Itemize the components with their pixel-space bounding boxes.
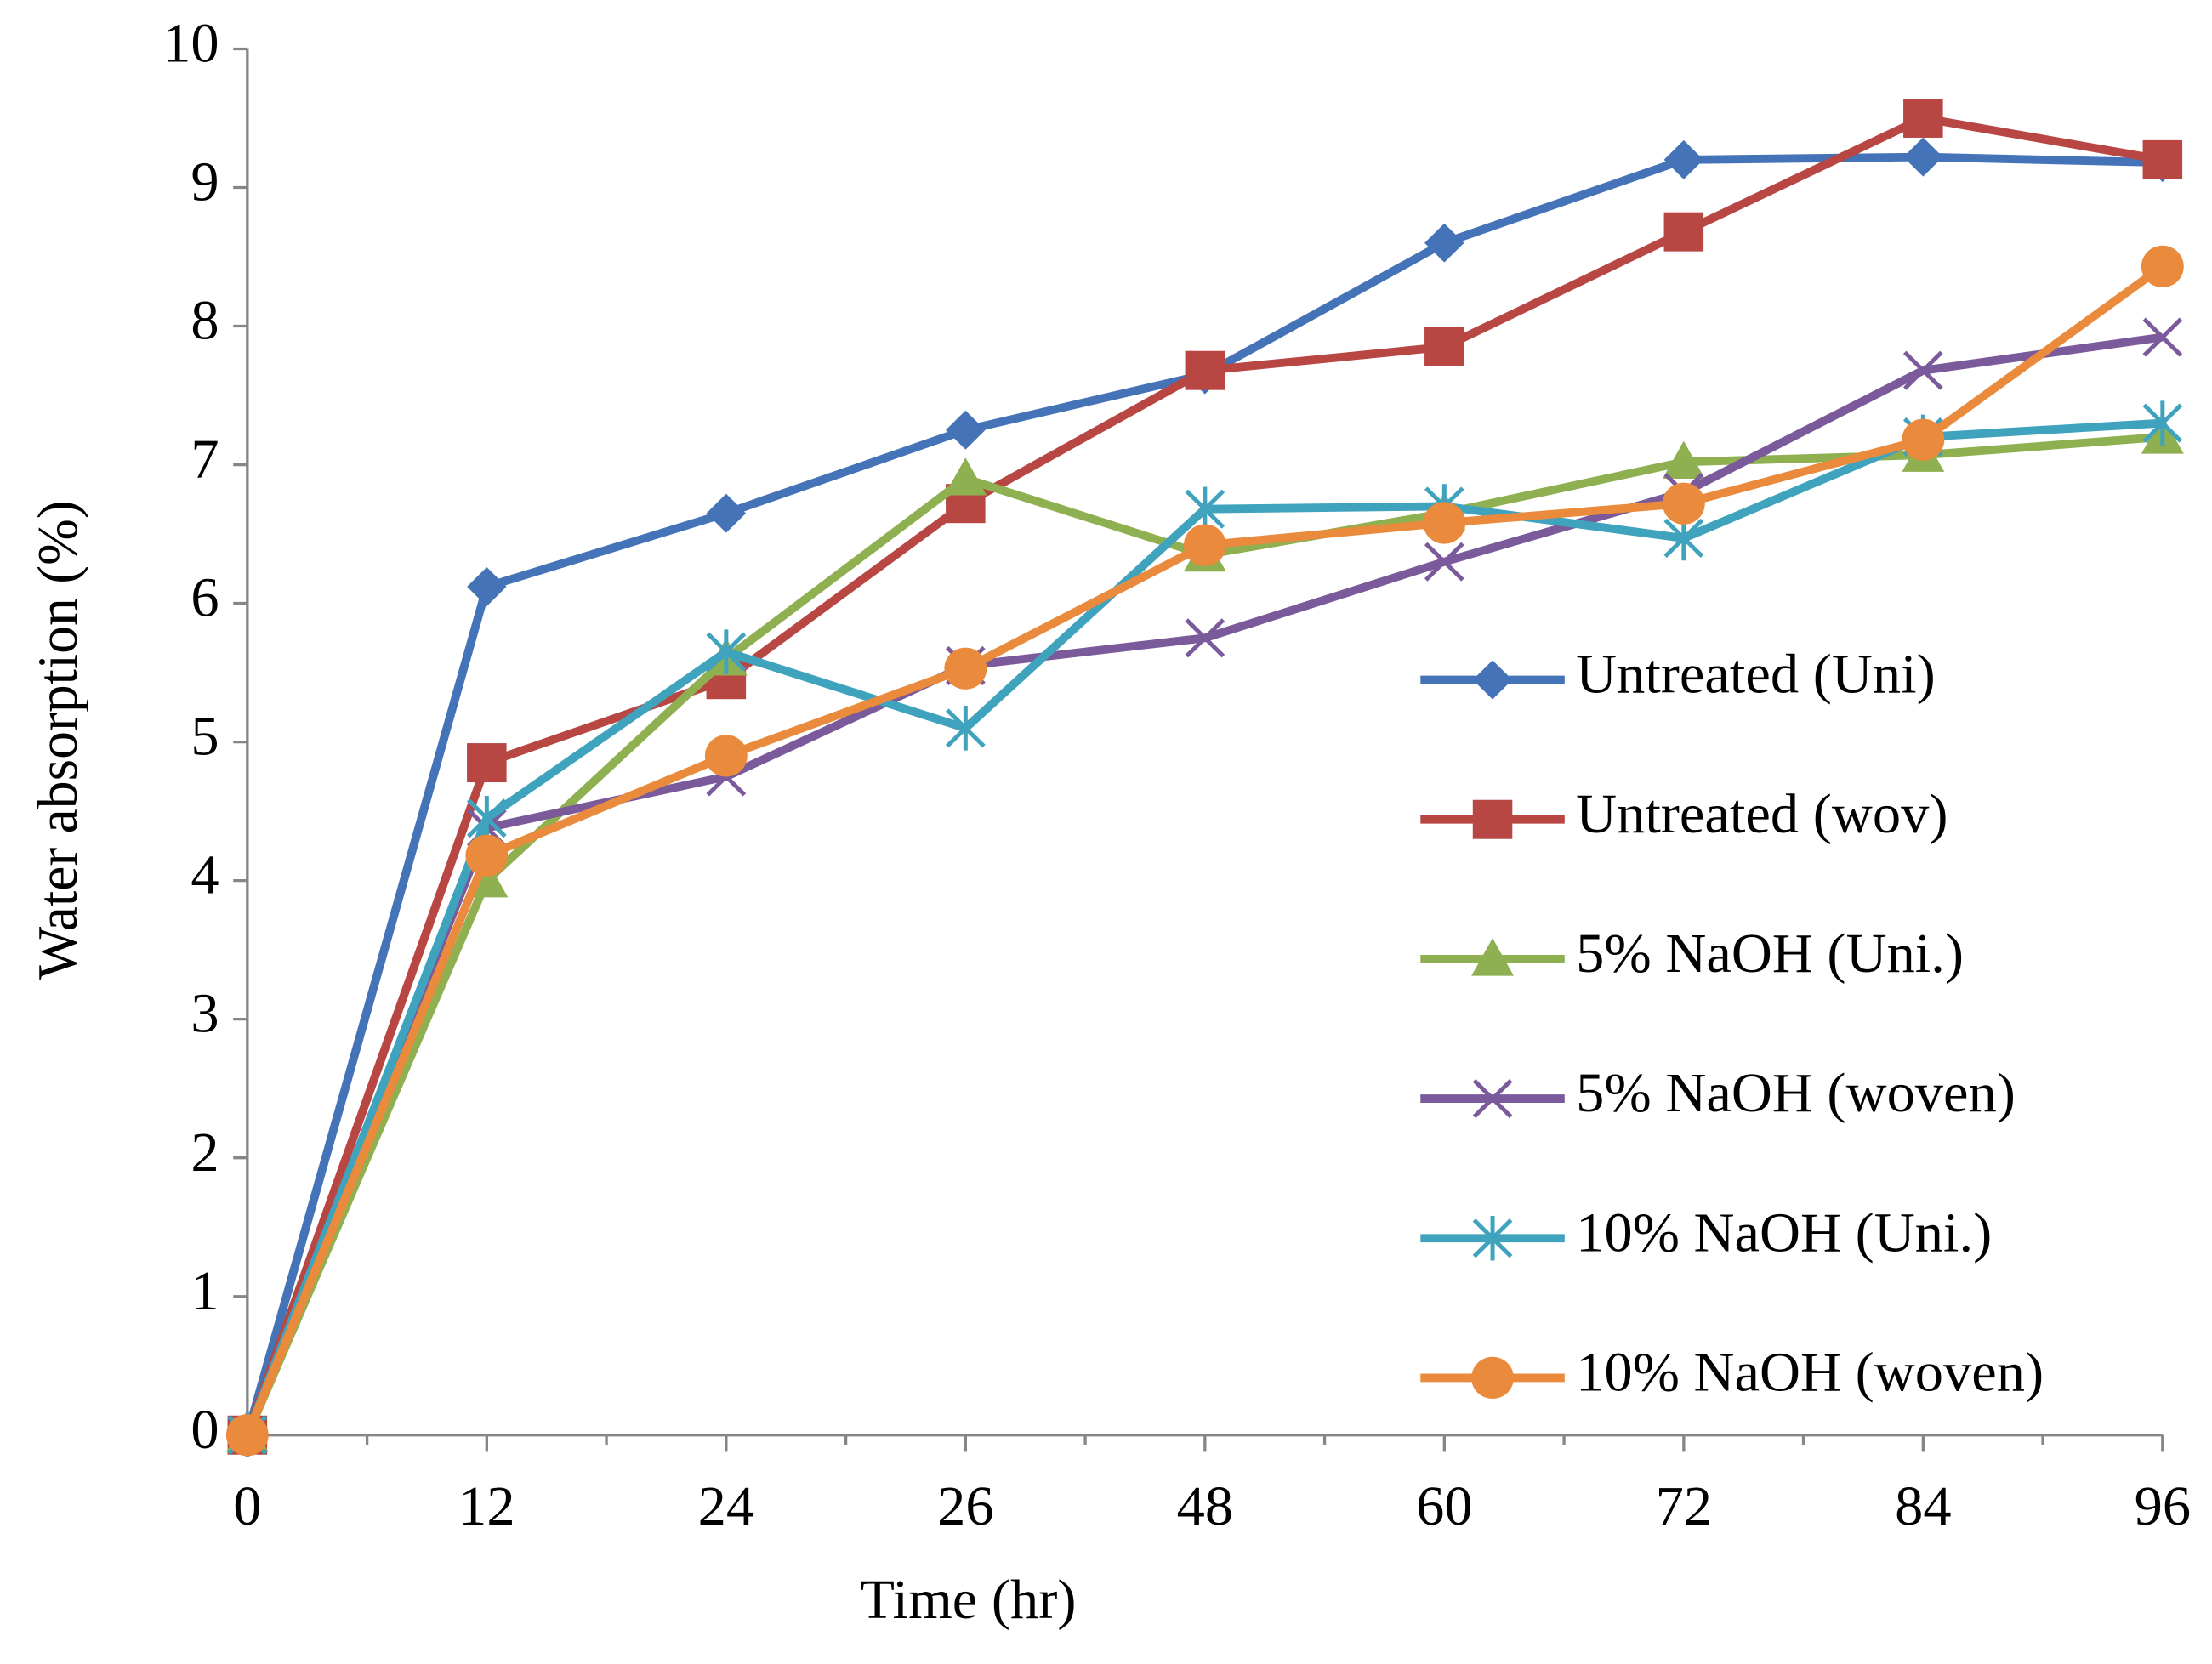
y-tick-label: 2: [190, 1122, 219, 1184]
x-tick-label: 96: [2135, 1475, 2191, 1537]
x-tick-label: 26: [937, 1475, 993, 1537]
legend-item: 10% NaOH (Uni.): [1420, 1202, 1992, 1264]
data-point: [1183, 524, 1226, 566]
legend-label: Untreated (wov): [1576, 783, 1948, 845]
data-point: [945, 706, 986, 751]
data-point: [1903, 98, 1943, 138]
data-point: [2142, 400, 2183, 446]
legend-label: Untreated (Uni): [1576, 644, 1936, 706]
y-tick-label: 4: [190, 844, 219, 906]
y-tick-label: 6: [190, 567, 219, 629]
data-point: [1662, 440, 1705, 479]
legend-marker: [1471, 1356, 1514, 1400]
data-point: [704, 735, 748, 777]
y-tick-label: 0: [190, 1399, 219, 1461]
y-tick-label: 5: [190, 706, 219, 768]
data-point: [1662, 482, 1705, 525]
x-tick-label: 60: [1416, 1475, 1472, 1537]
y-tick-label: 10: [162, 13, 219, 75]
data-point: [467, 567, 507, 606]
x-tick-label: 84: [1895, 1475, 1951, 1537]
data-point: [706, 493, 747, 533]
x-axis-title: Time (hr): [860, 1569, 1076, 1631]
data-point: [1903, 137, 1943, 177]
legend-item: 5% NaOH (Uni.): [1420, 923, 1964, 985]
data-point: [467, 743, 507, 783]
x-tick-label: 0: [233, 1475, 261, 1537]
data-point: [1185, 486, 1225, 531]
y-tick-label: 8: [190, 290, 219, 352]
legend-item: Untreated (Uni): [1420, 644, 1936, 706]
data-point: [1424, 542, 1464, 582]
data-point: [465, 834, 509, 877]
x-tick-label: 72: [1656, 1475, 1712, 1537]
legend-label: 5% NaOH (woven): [1576, 1062, 2016, 1124]
x-tick-label: 12: [458, 1475, 515, 1537]
legend-label: 10% NaOH (woven): [1576, 1342, 2044, 1404]
data-point: [944, 647, 987, 690]
legend-item: 10% NaOH (woven): [1420, 1342, 2044, 1404]
data-point: [1663, 212, 1704, 252]
legend-label: 10% NaOH (Uni.): [1576, 1202, 1992, 1264]
x-tick-label: 24: [698, 1475, 754, 1537]
data-point: [1902, 350, 1943, 390]
y-tick-label: 9: [190, 151, 219, 213]
y-axis-title: Water absorption (%): [27, 500, 89, 980]
data-point: [706, 629, 747, 674]
data-point: [1185, 350, 1225, 390]
legend-marker: [1472, 1215, 1513, 1261]
data-point: [2141, 245, 2184, 288]
data-point: [944, 457, 987, 496]
data-point: [946, 410, 986, 450]
legend-marker: [1472, 660, 1513, 700]
data-point: [1185, 618, 1225, 658]
legend-item: Untreated (wov): [1420, 783, 1948, 845]
data-point: [466, 796, 507, 841]
y-tick-label: 1: [190, 1260, 219, 1322]
data-point: [1423, 502, 1466, 544]
data-point: [1424, 327, 1464, 366]
legend-marker: [1471, 938, 1514, 976]
data-point: [1663, 139, 1704, 179]
legend-label: 5% NaOH (Uni.): [1576, 923, 1964, 985]
legend-marker: [1472, 1078, 1513, 1119]
y-tick-label: 7: [190, 429, 219, 491]
data-point: [225, 1414, 269, 1457]
legend-marker: [1472, 799, 1513, 839]
data-point: [2142, 317, 2183, 357]
data-point: [1424, 223, 1464, 263]
legend-item: 5% NaOH (woven): [1420, 1062, 2016, 1124]
data-point: [2142, 139, 2183, 179]
x-tick-label: 48: [1177, 1475, 1233, 1537]
data-point: [1902, 418, 1945, 461]
y-tick-label: 3: [190, 983, 219, 1045]
